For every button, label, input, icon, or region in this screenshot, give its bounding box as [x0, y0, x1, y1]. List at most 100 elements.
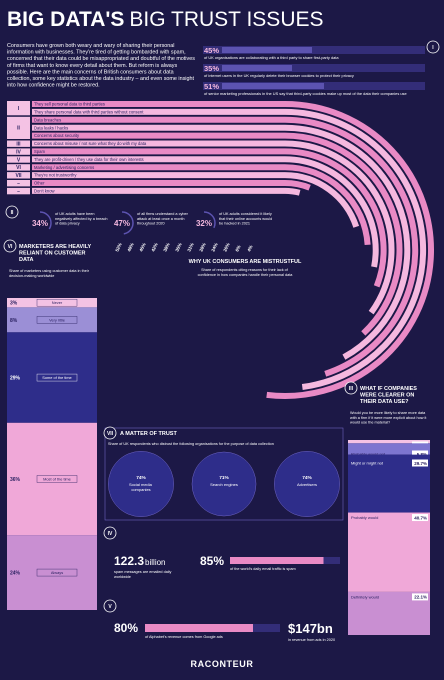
reason-label: Don't know — [34, 189, 56, 194]
numeral-box — [7, 148, 30, 155]
stack-segment — [7, 307, 97, 333]
stat-value: 32% — [196, 219, 212, 228]
section-numeral: I — [432, 45, 434, 51]
reason-numeral: I — [18, 106, 20, 112]
stack-category: Might or might not — [351, 461, 384, 466]
stat-text: of UK adults considered it likely that t… — [219, 212, 273, 226]
trust-box — [104, 427, 344, 521]
panel-title: WHAT IF COMPANIES WERE CLEARER ON THEIR … — [360, 386, 418, 405]
stack-segment — [7, 535, 97, 610]
spam-share-text: of the world's daily email traffic is sp… — [230, 567, 296, 571]
reason-label: Data breaches — [34, 117, 61, 122]
reason-label: Spam — [34, 149, 45, 154]
reason-arc — [32, 164, 371, 245]
reason-numeral: III — [16, 142, 21, 148]
stack-category: Probably would not — [351, 452, 386, 457]
ads-revenue-text: in revenue from ads in 2020 — [288, 638, 335, 642]
reason-value: 6% — [234, 244, 241, 252]
trust-bubble — [274, 451, 340, 517]
bubble-label: Advertisers — [297, 482, 317, 487]
reason-numeral: II — [17, 126, 20, 132]
reason-label: They share personal data with third part… — [34, 110, 144, 115]
ads-share-text: of Alphabet's revenue comes from Google … — [145, 635, 223, 639]
tag-box — [36, 316, 78, 324]
section-badge — [103, 426, 117, 440]
bubble-value: 74% — [302, 475, 312, 481]
reason-value: 48% — [126, 242, 134, 252]
numeral-box — [7, 164, 30, 171]
trust-bubble — [108, 451, 174, 517]
numeral-box — [7, 172, 30, 179]
spam-share: 85% — [200, 554, 224, 568]
section-badge — [103, 599, 117, 613]
stat-band — [203, 46, 425, 54]
bubble-value: 74% — [136, 475, 146, 481]
stat-ring — [192, 211, 216, 235]
reason-value: 38% — [162, 242, 170, 252]
reason-arc — [32, 156, 379, 268]
brand: RACONTEUR — [191, 659, 254, 669]
reason-arc — [32, 101, 434, 399]
reason-numeral: – — [17, 189, 20, 195]
tag-box — [36, 568, 78, 577]
tag-box — [36, 298, 78, 307]
title-strong: BIG DATA'S — [7, 8, 124, 31]
reason-numeral: VI — [16, 165, 21, 171]
stat-value: 35% — [204, 64, 219, 73]
numeral-box — [7, 156, 30, 163]
stat-text: of all firms understand a cyber attack a… — [137, 212, 189, 226]
section-numeral: III — [349, 386, 354, 392]
panel-subtitle: Share of marketers using customer data i… — [9, 269, 90, 278]
stat-text: of UK adults have been negatively affect… — [55, 212, 109, 226]
share-bar — [230, 557, 324, 564]
ads-share: 80% — [114, 621, 138, 635]
reason-value: 52% — [114, 242, 122, 252]
arc-title: WHY UK CONSUMERS ARE MISTRUSTFUL — [189, 259, 302, 265]
reason-value: 31% — [186, 242, 194, 252]
panel-title: A MATTER OF TRUST — [120, 431, 177, 437]
title-rest: BIG TRUST ISSUES — [129, 8, 323, 31]
stat-bar — [222, 47, 312, 53]
stat-value: 47% — [114, 219, 130, 228]
stack-category: Some of the time — [42, 375, 71, 380]
reason-arc — [32, 140, 395, 315]
reason-numeral: IV — [16, 149, 21, 155]
stack-category: Very little — [49, 317, 65, 322]
stack-value: 22.1% — [414, 595, 427, 600]
reason-label: They are profit-driven / they use data f… — [34, 157, 144, 162]
spam-unit: billion — [145, 558, 165, 567]
reason-label: Marketing / advertising concerns — [34, 165, 94, 170]
value-box — [412, 514, 428, 522]
stat-ring — [28, 211, 52, 235]
reason-arc — [32, 148, 387, 288]
reason-label: Data leaks / hacks — [34, 125, 68, 130]
stack-value: 29.7% — [414, 461, 427, 466]
stack-value: 8% — [10, 318, 18, 324]
stat-text: of internet users in the UK regularly de… — [204, 73, 354, 78]
stat-value: 34% — [32, 219, 48, 228]
section-numeral: II — [11, 210, 14, 216]
section-badge — [3, 239, 17, 253]
reason-value: 42% — [150, 242, 158, 252]
stack-category: Never — [52, 300, 63, 305]
reason-label: Concerns about security — [34, 133, 80, 138]
stat-value: 45% — [204, 46, 219, 55]
stat-text: of senior marketing professionals in the… — [204, 91, 407, 96]
stat-value: 51% — [204, 82, 219, 91]
reason-arc — [32, 132, 403, 336]
tag-box — [36, 373, 78, 382]
stack-segment — [348, 440, 430, 444]
bubble-label: Search engines — [210, 482, 238, 487]
stack-category: Most of the time — [43, 476, 71, 481]
stat-bar — [222, 83, 324, 89]
section-badge — [426, 40, 440, 54]
stat-ring — [110, 211, 134, 235]
reason-value: 28% — [198, 242, 206, 252]
reason-label: They're not trustworthy — [34, 173, 77, 178]
value-box — [412, 450, 428, 458]
stack-category: Probably would — [351, 515, 378, 520]
reason-value: 20% — [222, 242, 230, 252]
reason-arc — [32, 116, 419, 377]
section-numeral: IV — [108, 531, 113, 537]
